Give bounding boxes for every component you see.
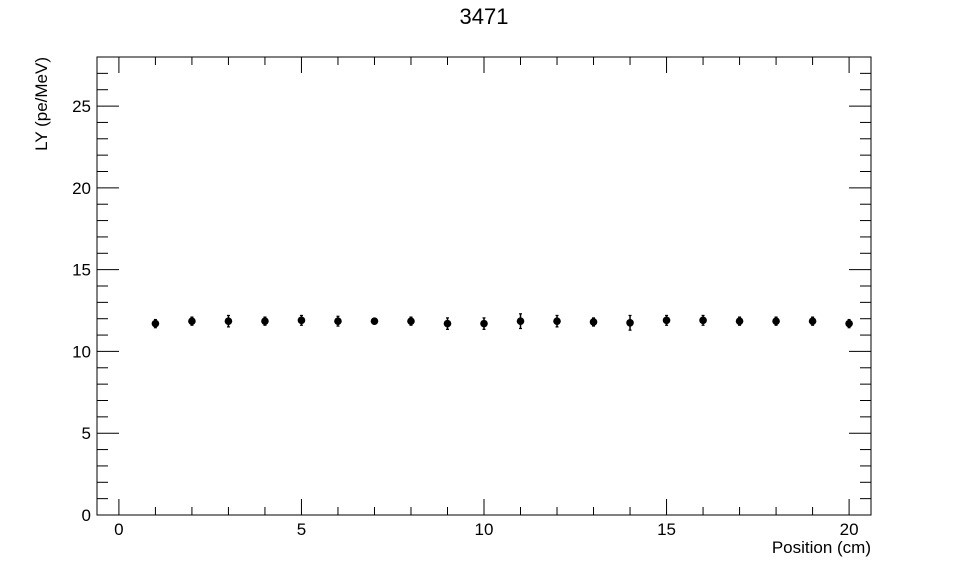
data-point: [845, 319, 853, 328]
data-point: [151, 319, 160, 328]
data-point: [626, 319, 634, 327]
y-tick-label: 10: [72, 342, 91, 361]
data-point: [480, 319, 488, 328]
data-point: [735, 317, 744, 325]
y-tick-label: 20: [72, 179, 91, 198]
chart-title: 3471: [459, 4, 509, 29]
data-point: [224, 317, 233, 325]
y-tick-label: 25: [72, 97, 91, 116]
y-tick-label: 5: [82, 424, 91, 443]
data-point: [443, 319, 452, 328]
y-tick-label: 0: [82, 506, 91, 525]
y-axis-label: LY (pe/MeV): [32, 57, 51, 151]
x-axis: 0 5 10 15 20: [114, 57, 859, 539]
x-tick-label: 5: [297, 520, 306, 539]
data-point: [662, 316, 671, 325]
x-tick-label: 20: [840, 520, 859, 539]
y-tick-label: 15: [72, 261, 91, 280]
data-point: [261, 317, 269, 325]
y-axis: 0 5 10 15 20 25: [72, 72, 871, 525]
data-points: [151, 313, 853, 331]
data-point: [407, 317, 415, 325]
data-point: [553, 317, 561, 325]
data-point: [297, 316, 306, 325]
data-point: [516, 317, 525, 325]
x-tick-label: 15: [657, 520, 676, 539]
x-axis-label: Position (cm): [772, 538, 871, 557]
data-point: [334, 317, 342, 325]
plot-frame: [96, 56, 872, 516]
plot-border: [96, 56, 872, 516]
data-point: [188, 317, 196, 325]
data-point: [699, 316, 707, 325]
data-point: [370, 317, 379, 325]
x-tick-label: 10: [475, 520, 494, 539]
data-point: [808, 317, 817, 325]
data-point: [772, 317, 780, 325]
data-point: [589, 318, 598, 326]
x-tick-label: 0: [114, 520, 123, 539]
